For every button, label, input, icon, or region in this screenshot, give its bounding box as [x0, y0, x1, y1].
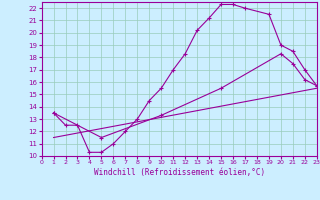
X-axis label: Windchill (Refroidissement éolien,°C): Windchill (Refroidissement éolien,°C)	[94, 168, 265, 177]
